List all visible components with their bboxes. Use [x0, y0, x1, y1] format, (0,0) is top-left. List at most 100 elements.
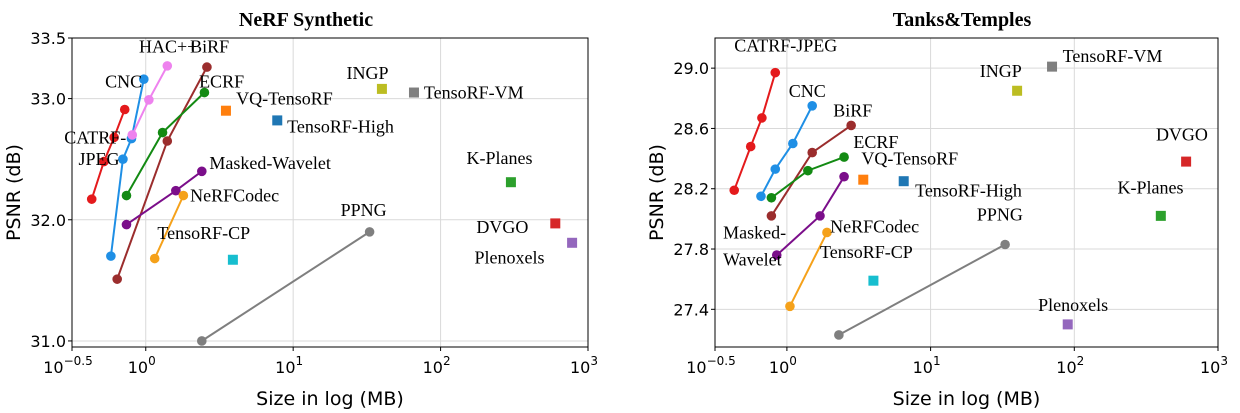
y-tick-label: 28.6: [673, 119, 709, 138]
series-annotation: NeRFCodec: [830, 216, 919, 236]
series-ingp: [1012, 85, 1023, 96]
x-tick-label: 103: [570, 354, 598, 377]
series-birf: [112, 62, 212, 284]
series-line-cnc: [109, 78, 145, 257]
x-tick-label: 100: [769, 354, 797, 377]
data-point-dvgo: [1181, 156, 1192, 167]
data-point-masked-wavelet: [815, 211, 825, 221]
x-tick-label: 103: [1200, 354, 1228, 377]
x-tick-label: 100: [128, 354, 156, 377]
data-point-catrf-jpeg: [770, 67, 781, 78]
series-vq-tensorf: [858, 174, 869, 185]
data-point-dvgo: [550, 218, 561, 229]
data-point-hac-: [162, 61, 173, 71]
series-line-cnc: [760, 105, 814, 197]
data-point-hac-: [127, 130, 138, 140]
series-catrf-jpeg: [86, 104, 130, 204]
series-annotation: DVGO: [1156, 124, 1208, 144]
data-point-nerfcodec: [178, 190, 189, 201]
series-tensorf-high: [272, 115, 283, 126]
chart-panel-1: Tanks&Temples 10−0.5 100 101 102 103 27.4 27.8 2…: [646, 9, 1228, 410]
series-line-nerfcodec: [789, 231, 828, 307]
x-tick-label: 102: [1056, 354, 1084, 377]
series-tensorf-high: [898, 176, 909, 187]
x-tick-label: 101: [275, 354, 303, 377]
series-tensorf-vm: [1047, 61, 1058, 72]
series-annotation: K-Planes: [1118, 177, 1184, 197]
data-point-cnc: [807, 101, 818, 111]
series-annotation: CATRF-JPEG: [734, 36, 837, 56]
series-annotation: Plenoxels: [1038, 295, 1108, 315]
series-annotation: TensoRF-VM: [1063, 46, 1163, 66]
series-annotation: PPNG: [341, 200, 387, 220]
data-point-cnc: [756, 191, 766, 202]
series-annotation: Wavelet: [723, 250, 782, 270]
data-point-masked-wavelet: [121, 219, 132, 230]
data-point-nerfcodec: [822, 227, 832, 238]
series-k-planes: [1155, 210, 1166, 221]
data-point-plenoxels: [567, 237, 578, 248]
series-hac-: [127, 61, 173, 140]
series-annotation: CATRF-: [64, 127, 126, 147]
series-ppng: [834, 239, 1010, 340]
series-birf: [766, 120, 856, 221]
series-plenoxels: [1062, 319, 1073, 330]
plot-frame: [71, 37, 589, 348]
plot-frame: [714, 37, 1219, 348]
series-line-ppng: [838, 243, 1006, 336]
series-annotation: Masked-Wavelet: [209, 153, 331, 173]
data-point-birf: [202, 62, 212, 72]
series-ingp: [376, 83, 387, 94]
data-point-birf: [846, 120, 856, 131]
series-annotation: Plenoxels: [475, 247, 545, 267]
series-ecrf: [121, 87, 210, 201]
data-point-ecrf: [157, 127, 168, 138]
data-point-tensorf-high: [272, 115, 283, 126]
x-tick-label: 101: [913, 354, 941, 377]
data-point-ecrf: [766, 192, 777, 203]
data-point-vq-tensorf: [220, 105, 231, 116]
data-point-catrf-jpeg: [745, 141, 756, 152]
data-point-birf: [112, 274, 122, 284]
series-dvgo: [550, 218, 561, 229]
series-annotation: ECRF: [199, 72, 244, 92]
data-point-ingp: [1012, 85, 1023, 96]
data-point-masked-wavelet: [171, 185, 181, 196]
chart-title: Tanks&Temples: [893, 9, 1032, 31]
y-tick-label: 31.0: [30, 332, 66, 351]
series-annotation: TensoRF-VM: [424, 83, 524, 103]
data-point-k-planes: [505, 177, 516, 188]
data-point-birf: [162, 136, 173, 146]
series-annotation: CNC: [789, 81, 826, 101]
series-annotation: INGP: [980, 61, 1022, 81]
data-point-catrf-jpeg: [119, 104, 130, 115]
x-tick-label: 10−0.5: [686, 354, 736, 377]
series-k-planes: [505, 177, 516, 188]
series-annotation: BiRF: [833, 100, 872, 120]
data-point-tensorf-vm: [408, 87, 419, 98]
series-nerfcodec: [149, 190, 189, 264]
series-line-ecrf: [770, 156, 845, 199]
data-point-cnc: [118, 154, 128, 164]
data-point-ecrf: [803, 165, 813, 176]
series-vq-tensorf: [220, 105, 231, 116]
series-annotation: TensoRF-High: [915, 180, 1022, 200]
data-point-ppng: [197, 336, 207, 346]
series-annotation: HAC++: [139, 37, 197, 57]
data-point-ppng: [834, 330, 844, 340]
series-catrf-jpeg: [729, 67, 781, 196]
data-point-catrf-jpeg: [729, 185, 740, 196]
y-tick-label: 29.0: [673, 59, 709, 78]
data-point-masked-wavelet: [771, 250, 782, 260]
series-annotation: CNC: [105, 72, 142, 92]
data-point-birf: [807, 147, 818, 158]
series-cnc: [756, 101, 818, 202]
series-annotation: INGP: [346, 63, 388, 83]
series-annotation: VQ-TensoRF: [236, 89, 333, 109]
data-point-ecrf: [199, 87, 210, 98]
chart-title: NeRF Synthetic: [239, 9, 373, 31]
y-tick-label: 33.5: [30, 29, 66, 48]
series-annotation: JPEG: [79, 149, 120, 169]
data-point-catrf-jpeg: [86, 194, 97, 204]
